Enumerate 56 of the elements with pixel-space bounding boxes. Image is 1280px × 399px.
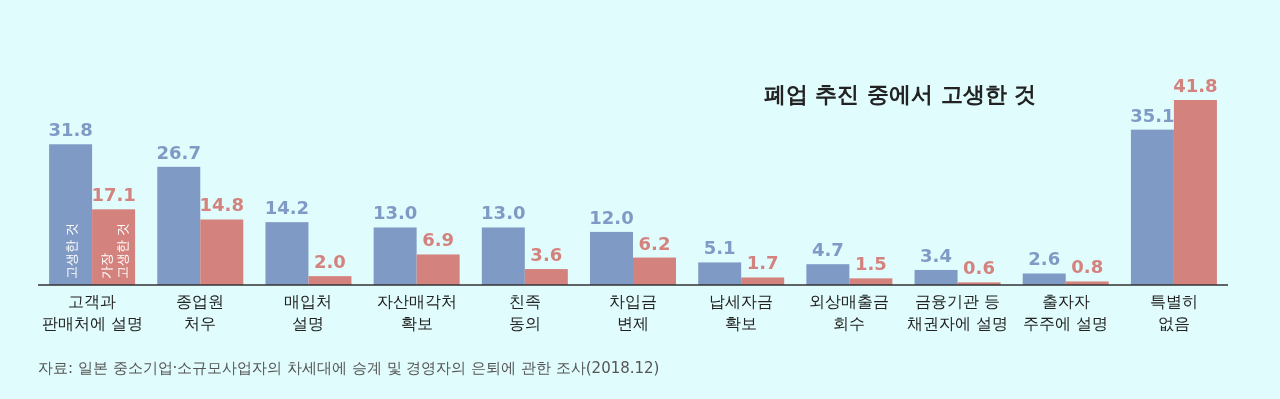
- x-tick-label: 매입처 설명: [284, 292, 333, 333]
- data-label: 35.1: [1130, 104, 1175, 126]
- x-tick-label: 차입금 변제: [609, 292, 657, 333]
- data-label: 4.7: [811, 239, 844, 261]
- data-label: 2.0: [314, 251, 346, 273]
- bar: [1130, 129, 1174, 285]
- chart-title: 폐업 추진 중에서 고생한 것: [763, 82, 1037, 107]
- bar: [416, 254, 460, 285]
- x-tick-label: 특별히 없음: [1149, 292, 1198, 333]
- bar: [914, 269, 958, 285]
- data-label: 17.1: [91, 184, 136, 206]
- x-tick-label: 고객과 판매처에 설명: [41, 292, 143, 333]
- data-label: 3.4: [920, 244, 952, 266]
- bar: [200, 219, 244, 285]
- data-label: 1.7: [746, 252, 779, 274]
- x-tick-label: 외상매출금 회수: [809, 292, 890, 333]
- data-label: 2.6: [1028, 248, 1061, 270]
- bar: [481, 227, 525, 285]
- bar: [373, 227, 417, 285]
- bar: [698, 262, 742, 285]
- data-label: 41.8: [1173, 75, 1218, 96]
- x-tick-label: 출자자 주주에 설명: [1023, 292, 1109, 333]
- data-label: 13.0: [372, 202, 418, 224]
- data-label: 14.2: [264, 197, 310, 219]
- bar: [157, 166, 201, 285]
- bar: [1173, 100, 1217, 285]
- bar: [633, 257, 676, 285]
- x-tick-label: 납세자금 확보: [709, 292, 774, 333]
- bar: [1022, 273, 1066, 285]
- x-tick-label: 자산매각처 확보: [376, 292, 457, 333]
- series-label: 가장 고생한 것: [98, 222, 130, 279]
- bar: [849, 278, 893, 285]
- data-label: 0.6: [963, 257, 995, 279]
- data-label: 6.2: [638, 232, 671, 254]
- x-tick-label: 친족 동의: [508, 292, 541, 333]
- bar: [308, 276, 352, 285]
- x-tick-label: 종업원 처우: [176, 292, 225, 333]
- text: 자료: 일본 중소기업·소규모사업자의 차세대에 승계 및 경영자의 은퇴에 관한 조사(2018.12): [38, 359, 660, 377]
- bar: [806, 264, 850, 285]
- bar: [590, 231, 633, 285]
- data-label: 31.8: [48, 119, 93, 141]
- data-label: 6.9: [422, 229, 455, 251]
- data-label: 13.0: [481, 202, 526, 224]
- bar: [265, 222, 309, 285]
- data-label: 14.8: [199, 194, 244, 216]
- data-label: 12.0: [589, 206, 634, 228]
- data-label: 5.1: [703, 237, 736, 259]
- data-label: 0.8: [1071, 256, 1104, 278]
- data-label: 1.5: [854, 253, 887, 275]
- bar: [741, 277, 785, 285]
- bar: [524, 269, 568, 285]
- bar: [49, 144, 93, 285]
- data-label: 26.7: [156, 141, 201, 163]
- series-label: 고생한 것: [63, 222, 79, 279]
- data-label: 3.6: [530, 244, 563, 266]
- x-tick-label: 금융기관 등 채권자에 설명: [907, 292, 1009, 333]
